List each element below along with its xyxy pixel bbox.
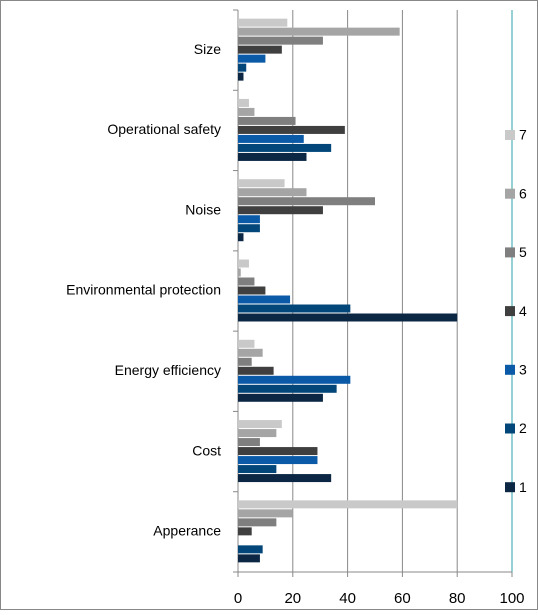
bar	[238, 456, 318, 465]
bar	[238, 313, 458, 322]
y-tick-label: Operational safety	[107, 121, 221, 137]
legend-swatch	[505, 423, 515, 434]
y-tick-label: Size	[194, 41, 221, 57]
bar	[238, 474, 332, 483]
bar	[238, 465, 277, 474]
bar	[238, 339, 255, 348]
x-tick-label: 40	[339, 590, 356, 607]
y-tick-label: Energy efficiency	[115, 362, 221, 378]
bar	[238, 545, 263, 554]
legend-label: 6	[519, 185, 527, 201]
bar	[238, 197, 375, 206]
bar	[238, 215, 260, 224]
bar	[238, 179, 285, 188]
legend-swatch	[505, 247, 515, 258]
y-tick-label: Environmental protection	[66, 282, 221, 298]
legend-swatch	[505, 306, 515, 317]
y-tick-label: Cost	[192, 442, 221, 458]
bar	[238, 277, 255, 286]
bar	[238, 447, 318, 456]
bar	[238, 116, 296, 125]
bar	[238, 268, 241, 277]
x-tick-label: 0	[234, 590, 242, 607]
legend-swatch	[505, 188, 515, 199]
bar	[238, 36, 323, 45]
bar	[238, 206, 323, 215]
y-tick-label: Apperance	[153, 523, 221, 539]
bar	[238, 393, 323, 402]
bar	[238, 72, 244, 81]
bar	[238, 27, 400, 36]
bar	[238, 304, 351, 313]
legend-label: 3	[519, 362, 527, 378]
bar	[238, 286, 266, 295]
bar	[238, 348, 263, 357]
legend-label: 5	[519, 244, 527, 260]
bar	[238, 527, 252, 536]
y-tick-label: Noise	[185, 201, 221, 217]
bar	[238, 107, 255, 116]
bar	[238, 18, 288, 27]
legend-swatch	[505, 364, 515, 375]
x-tick-label: 20	[284, 590, 301, 607]
bar	[238, 518, 277, 527]
bar	[238, 438, 260, 447]
bar	[238, 375, 351, 384]
legend-label: 2	[519, 420, 527, 436]
legend-label: 7	[519, 127, 527, 143]
bar	[238, 366, 274, 375]
bar	[238, 98, 249, 107]
bar	[238, 295, 291, 304]
x-tick-label: 80	[449, 590, 466, 607]
bar	[238, 500, 458, 509]
bar	[238, 143, 332, 152]
bar	[238, 45, 282, 54]
bar	[238, 259, 249, 268]
bar	[238, 125, 345, 134]
legend-label: 4	[519, 303, 527, 319]
bar	[238, 509, 293, 518]
bar	[238, 420, 282, 429]
bar	[238, 224, 260, 233]
x-tick-label: 100	[499, 590, 524, 607]
bar	[238, 357, 252, 366]
bar	[238, 429, 277, 438]
bar	[238, 152, 307, 161]
legend-label: 1	[519, 479, 527, 495]
bar	[238, 384, 337, 393]
bar	[238, 554, 260, 563]
legend-swatch	[505, 130, 515, 140]
bar	[238, 188, 307, 197]
bar	[238, 233, 244, 242]
legend-swatch	[505, 482, 515, 493]
bar	[238, 63, 247, 72]
bar	[238, 134, 304, 143]
x-tick-label: 60	[394, 590, 411, 607]
bar	[238, 54, 266, 63]
